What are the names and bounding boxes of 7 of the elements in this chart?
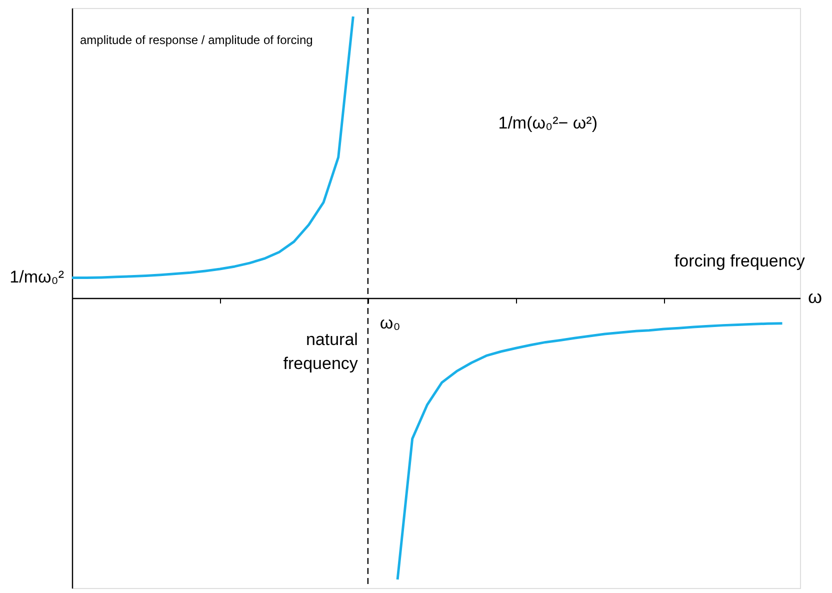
annotation: forcing frequency [674, 251, 806, 270]
text: 1/mω₀² [10, 268, 64, 287]
x-axis-title: ω [808, 287, 822, 307]
annotation: ω₀ [380, 313, 400, 332]
y-axis-title: amplitude of response / amplitude of forcing [80, 33, 313, 47]
annotation: natural frequency [283, 330, 358, 373]
annotation: 1/m(ω₀²− ω²) [498, 113, 598, 132]
